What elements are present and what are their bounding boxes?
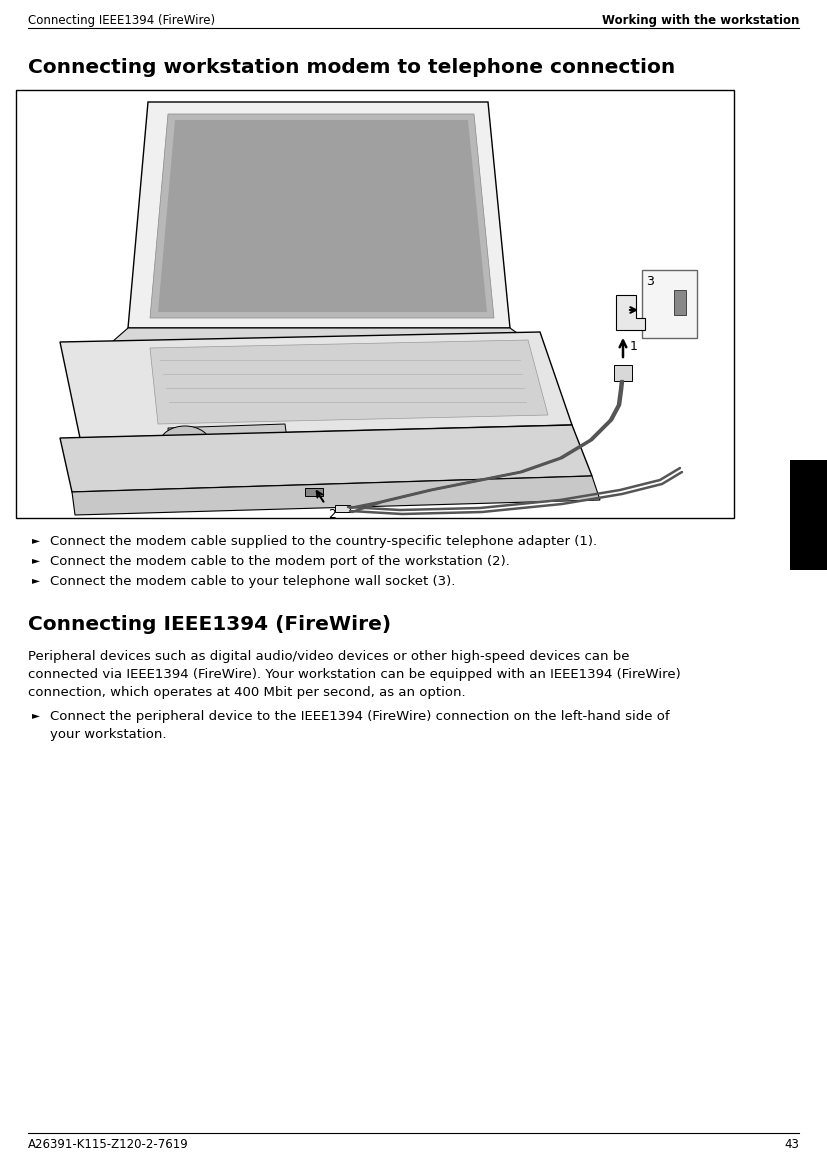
Text: Peripheral devices such as digital audio/video devices or other high-speed devic: Peripheral devices such as digital audio… (28, 650, 629, 663)
Text: ►: ► (32, 710, 40, 720)
Bar (674, 290, 686, 315)
Text: 1: 1 (630, 341, 638, 353)
Text: Connect the peripheral device to the IEEE1394 (FireWire) connection on the left-: Connect the peripheral device to the IEE… (50, 710, 670, 723)
Text: 43: 43 (784, 1138, 799, 1152)
Polygon shape (60, 331, 572, 438)
Polygon shape (335, 505, 350, 512)
Text: Connect the modem cable to your telephone wall socket (3).: Connect the modem cable to your telephon… (50, 575, 456, 588)
Text: Connecting IEEE1394 (FireWire): Connecting IEEE1394 (FireWire) (28, 614, 391, 634)
Text: Connect the modem cable supplied to the country-specific telephone adapter (1).: Connect the modem cable supplied to the … (50, 535, 597, 547)
Bar (305, 489, 323, 495)
Text: Connecting IEEE1394 (FireWire): Connecting IEEE1394 (FireWire) (28, 14, 215, 27)
Text: connection, which operates at 400 Mbit per second, as an option.: connection, which operates at 400 Mbit p… (28, 686, 466, 699)
Text: ►: ► (32, 556, 40, 565)
Polygon shape (72, 476, 600, 515)
Bar (642, 270, 697, 338)
Text: connected via IEEE1394 (FireWire). Your workstation can be equipped with an IEEE: connected via IEEE1394 (FireWire). Your … (28, 668, 681, 681)
Text: A26391-K115-Z120-2-7619: A26391-K115-Z120-2-7619 (28, 1138, 189, 1152)
Bar (790, 460, 827, 571)
Text: Connecting workstation modem to telephone connection: Connecting workstation modem to telephon… (28, 58, 676, 77)
Polygon shape (158, 120, 487, 312)
Bar (16, 90, 734, 517)
Polygon shape (168, 424, 290, 465)
Polygon shape (112, 328, 530, 342)
Polygon shape (60, 425, 592, 492)
Bar (614, 365, 632, 381)
Text: ►: ► (32, 575, 40, 584)
Polygon shape (616, 295, 645, 330)
Text: Connect the modem cable to the modem port of the workstation (2).: Connect the modem cable to the modem por… (50, 556, 510, 568)
Text: 3: 3 (646, 275, 654, 288)
Text: Working with the workstation: Working with the workstation (601, 14, 799, 27)
Polygon shape (128, 102, 510, 328)
Text: your workstation.: your workstation. (50, 728, 166, 742)
Ellipse shape (159, 426, 211, 464)
Text: 2: 2 (328, 508, 336, 521)
Polygon shape (150, 340, 548, 424)
Text: ►: ► (32, 535, 40, 545)
Polygon shape (150, 114, 494, 318)
